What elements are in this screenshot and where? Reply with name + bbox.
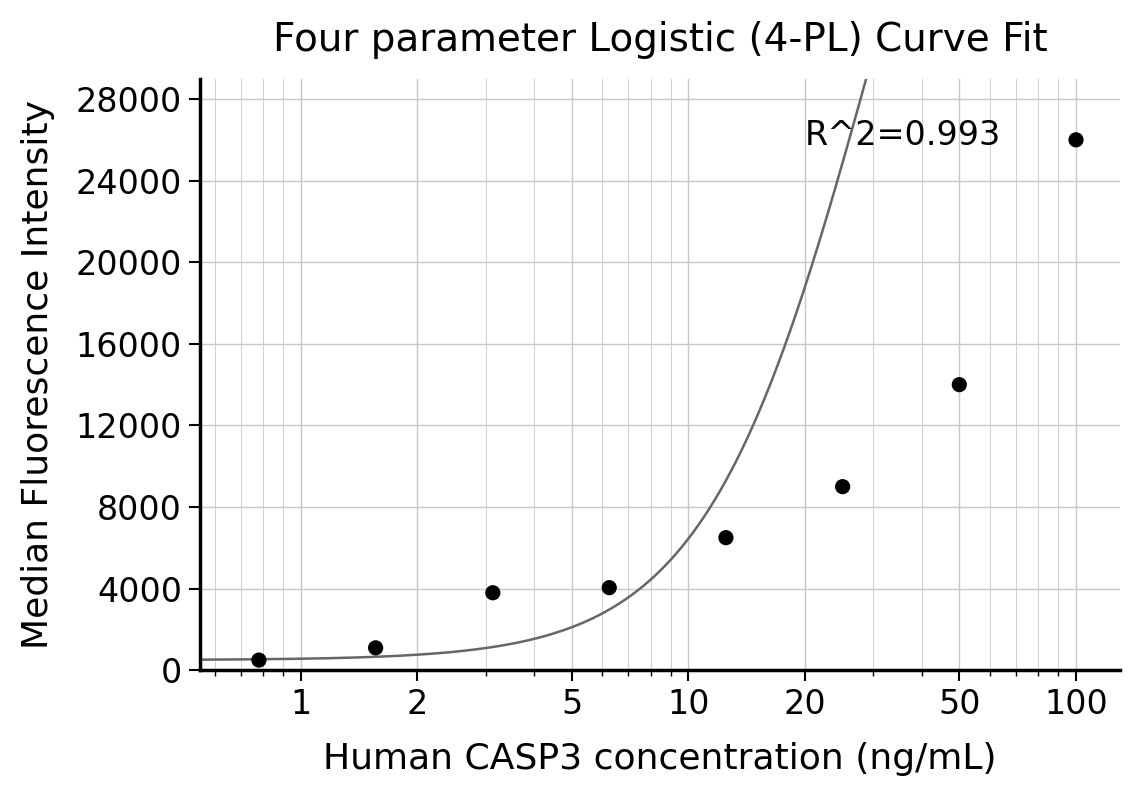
Y-axis label: Median Fluorescence Intensity: Median Fluorescence Intensity — [21, 100, 55, 649]
Point — [1066, 133, 1084, 146]
Point — [366, 642, 384, 654]
Point — [832, 481, 850, 493]
Text: R^2=0.993: R^2=0.993 — [805, 120, 1001, 152]
Point — [483, 587, 502, 599]
X-axis label: Human CASP3 concentration (ng/mL): Human CASP3 concentration (ng/mL) — [323, 742, 996, 776]
Point — [950, 379, 968, 391]
Point — [600, 581, 618, 594]
Point — [250, 654, 268, 666]
Title: Four parameter Logistic (4-PL) Curve Fit: Four parameter Logistic (4-PL) Curve Fit — [272, 21, 1047, 59]
Point — [716, 532, 734, 544]
